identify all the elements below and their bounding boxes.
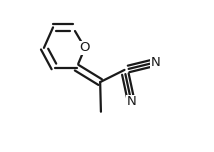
- Text: N: N: [151, 56, 160, 69]
- Text: N: N: [126, 95, 136, 108]
- Text: O: O: [80, 41, 90, 54]
